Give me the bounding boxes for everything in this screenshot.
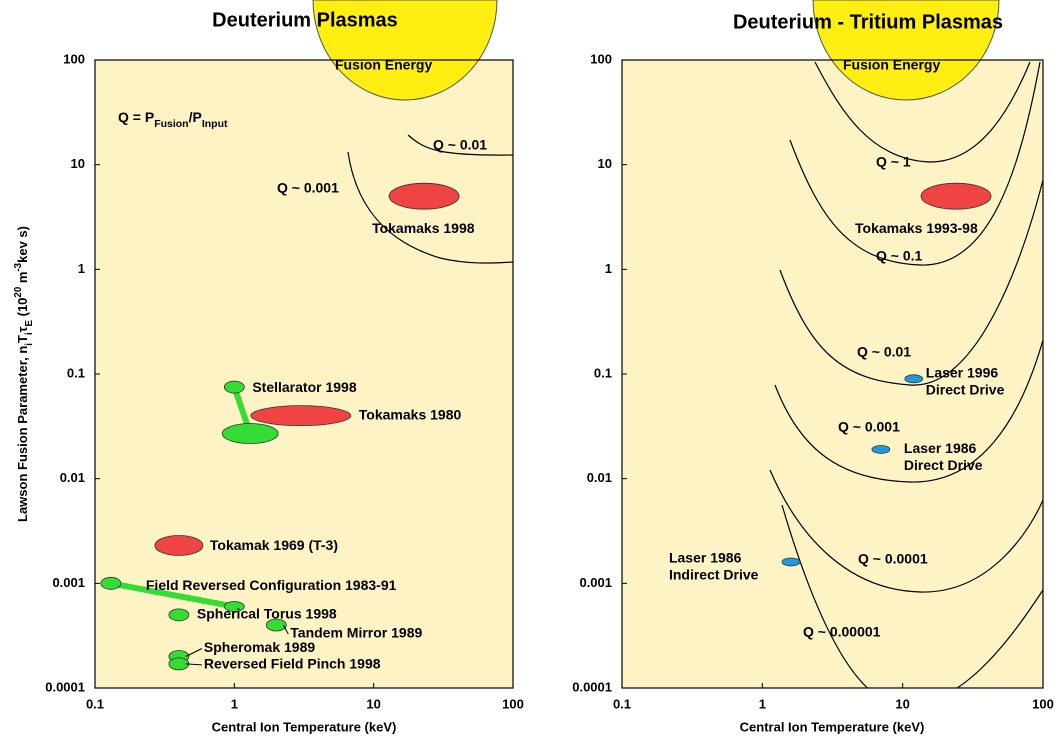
y-tick-label: 0.0001 [45,679,85,694]
data-point [154,535,204,556]
y-axis-label-part: (10 [15,298,30,320]
annotation: Fusion Energy [335,57,432,73]
annotation: Q ~ 1 [876,154,911,170]
x-tick-label: 0.1 [86,696,104,711]
point-label: Laser 1986 [669,550,742,566]
point-label: Tokamak 1969 (T-3) [210,537,338,553]
y-axis-label-part: i [24,332,35,335]
q-curve [769,469,1043,593]
annotation: Q ~ 0.01 [857,344,911,360]
data-point [265,618,287,632]
data-point [904,374,924,384]
x-tick-label: 0.1 [613,696,631,711]
point-label: Stellarator 1998 [252,379,356,395]
annotation: Q ~ 0.01 [433,137,487,153]
data-point [223,601,245,612]
point-label: Tandem Mirror 1989 [290,625,422,641]
y-tick-label: 0.1 [594,365,612,380]
y-tick-label: 10 [71,156,85,171]
y-tick-label: 0.0001 [572,679,612,694]
data-point [250,405,352,427]
formula: Q = PFusion/PInput [118,109,228,130]
point-label: Direct Drive [904,457,983,473]
point-label: Indirect Drive [669,567,759,583]
point-label: Direct Drive [926,381,1005,397]
fusion-region [812,0,1000,101]
annotation: Q ~ 0.001 [838,419,900,435]
q-curve [814,61,1031,163]
point-label: Tokamaks 1998 [372,220,475,236]
data-point [388,182,460,210]
q-curve [789,61,1041,266]
plot-area [622,60,1043,688]
y-tick-label: 0.01 [587,470,612,485]
point-label: Laser 1996 [926,364,999,380]
q-curve [781,504,1043,688]
annotation: Q ~ 0.0001 [858,551,928,567]
x-tick-label: 100 [502,696,524,711]
formula-part: /P [189,109,202,125]
point-label: Spheromak 1989 [204,639,315,655]
plot-area [95,60,513,688]
data-point [221,423,279,444]
x-tick-label: 1 [231,696,238,711]
q-curve [407,134,513,156]
y-tick-label: 1 [78,261,85,276]
point-label: Tokamaks 1980 [359,406,462,422]
data-point [920,182,992,210]
annotation: Q ~ 0.001 [277,180,339,196]
y-tick-label: 100 [63,51,85,66]
y-axis-label-part: -3 [13,262,24,271]
y-axis-label-part: 20 [13,286,24,297]
q-curve [347,151,513,264]
data-point [781,557,801,567]
x-tick-label: 10 [895,696,909,711]
y-axis-label: Lawson Fusion Parameter, niTiτE (1020 m-… [13,226,35,522]
formula-part: Input [202,118,228,130]
annotation: Q ~ 0.1 [876,248,923,264]
fusion-region [312,0,498,101]
x-tick-label: 1 [759,696,766,711]
y-tick-label: 10 [598,156,612,171]
point-label: Laser 1986 [904,440,977,456]
y-axis-label-part: Lawson Fusion Parameter, n [15,346,30,522]
y-axis-label-part: kev s) [15,226,30,263]
formula-part: Q = P [118,109,154,125]
point-label: Reversed Field Pinch 1998 [204,656,381,672]
chart-title: Deuterium - Tritium Plasmas [733,11,1003,33]
data-point [223,380,245,394]
y-axis-label-part: τ [15,326,30,332]
q-curve [779,179,1043,386]
y-tick-label: 1 [605,261,612,276]
y-tick-label: 100 [590,51,612,66]
connector [110,580,235,610]
y-tick-label: 0.001 [579,575,612,590]
data-point [871,445,891,454]
x-tick-label: 100 [1032,696,1054,711]
leader-line [185,648,203,657]
data-point [100,576,122,590]
point-label: Tokamaks 1993-98 [855,220,978,236]
annotation: Q ~ 0.00001 [803,624,881,640]
point-label: Field Reversed Configuration 1983-91 [146,577,397,593]
formula-part: Fusion [154,118,188,130]
x-axis-label: Central Ion Temperature (keV) [212,719,397,734]
y-axis-label-part: T [15,335,30,343]
y-axis-label-part: E [24,320,35,327]
data-point [168,608,190,622]
x-axis-label: Central Ion Temperature (keV) [740,719,925,734]
q-curve [774,339,1043,483]
y-tick-label: 0.1 [67,365,85,380]
leader-line [185,663,202,666]
y-tick-label: 0.01 [60,470,85,485]
annotation: Fusion Energy [843,57,940,73]
y-axis-label-part: m [15,272,30,287]
leader-line [282,624,289,635]
x-tick-label: 10 [366,696,380,711]
y-tick-label: 0.001 [52,575,85,590]
point-label: Spherical Torus 1998 [197,606,337,622]
chart-title: Deuterium Plasmas [212,9,398,31]
y-axis-label-part: i [24,343,35,346]
